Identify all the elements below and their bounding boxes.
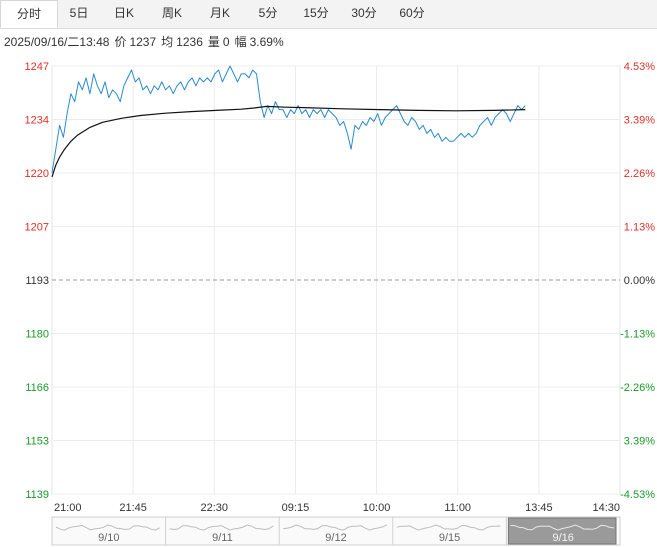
tab-3[interactable]: 周K — [161, 6, 182, 20]
navigator-day-label[interactable]: 9/16 — [552, 532, 573, 544]
tab-5[interactable]: 5分 — [258, 6, 278, 20]
navigator-day-label[interactable]: 9/11 — [212, 532, 233, 544]
x-tick-label: 11:00 — [444, 502, 471, 514]
x-tick-label: 09:15 — [282, 502, 310, 514]
y-tick-price: 1180 — [25, 329, 49, 341]
navigator-day-label[interactable]: 9/10 — [98, 532, 119, 544]
tab-6[interactable]: 15分 — [303, 6, 329, 20]
tab-2[interactable]: 日K — [113, 6, 134, 20]
quote-info-line: 2025/09/16/二13:48 价 1237 均 1236 量 0 幅 3.69% — [4, 33, 289, 50]
y-tick-pct: 3.39% — [624, 115, 655, 127]
tab-1[interactable]: 5日 — [69, 6, 89, 20]
y-tick-pct: 4.53% — [624, 61, 655, 73]
tab-8[interactable]: 60分 — [399, 6, 425, 20]
y-tick-price: 1166 — [25, 382, 49, 394]
y-tick-price: 1193 — [25, 275, 49, 287]
navigator-sparkline — [510, 524, 615, 531]
avg-value: 1236 — [176, 35, 203, 49]
navigator-day-label[interactable]: 9/12 — [325, 532, 346, 544]
x-tick-label: 21:45 — [119, 502, 147, 514]
y-tick-price: 1139 — [25, 489, 49, 501]
price-label: 价 — [114, 35, 127, 49]
y-tick-price: 1153 — [25, 436, 49, 448]
x-tick-label: 22:30 — [201, 502, 229, 514]
x-tick-label: 21:00 — [54, 502, 82, 514]
volume-value: 0 — [222, 35, 230, 49]
navigator-selection[interactable] — [507, 517, 617, 545]
y-tick-price: 1234 — [25, 115, 49, 127]
x-tick-label: 13:45 — [525, 502, 553, 514]
tab-0[interactable]: 分时 — [0, 0, 58, 28]
y-tick-pct: 2.26% — [624, 168, 655, 180]
navigator-sparkline — [283, 524, 388, 531]
change-value: 3.69% — [249, 35, 284, 49]
y-tick-pct: 3.39% — [624, 436, 655, 448]
period-tab-bar: 分时 5日 日K 周K 月K 5分 15分 30分 60分 — [0, 0, 657, 29]
x-tick-label: 10:00 — [363, 502, 391, 514]
avg-price-series-line — [51, 105, 526, 178]
navigator-sparkline — [169, 524, 274, 531]
quote-datetime: 2025/09/16/二13:48 — [4, 35, 110, 49]
y-tick-pct: -1.13% — [620, 329, 655, 341]
price-series-line — [51, 65, 526, 174]
navigator-sparkline — [55, 524, 160, 531]
avg-label: 均 — [161, 35, 174, 49]
change-label: 幅 — [234, 35, 247, 49]
y-tick-pct: -4.53% — [620, 489, 655, 501]
navigator-day-label[interactable]: 9/15 — [439, 532, 460, 544]
volume-label: 量 — [207, 35, 220, 49]
navigator-sparkline — [396, 524, 501, 531]
y-tick-price: 1247 — [25, 61, 49, 73]
tab-7[interactable]: 30分 — [351, 6, 377, 20]
y-tick-pct: -2.26% — [620, 382, 655, 394]
price-value: 1237 — [129, 35, 157, 49]
y-tick-price: 1220 — [25, 168, 49, 180]
y-tick-pct: 1.13% — [624, 222, 655, 234]
tab-4[interactable]: 月K — [209, 6, 230, 20]
x-tick-label: 14:30 — [592, 502, 620, 514]
y-tick-pct: 0.00% — [624, 275, 655, 287]
y-tick-price: 1207 — [25, 222, 49, 234]
